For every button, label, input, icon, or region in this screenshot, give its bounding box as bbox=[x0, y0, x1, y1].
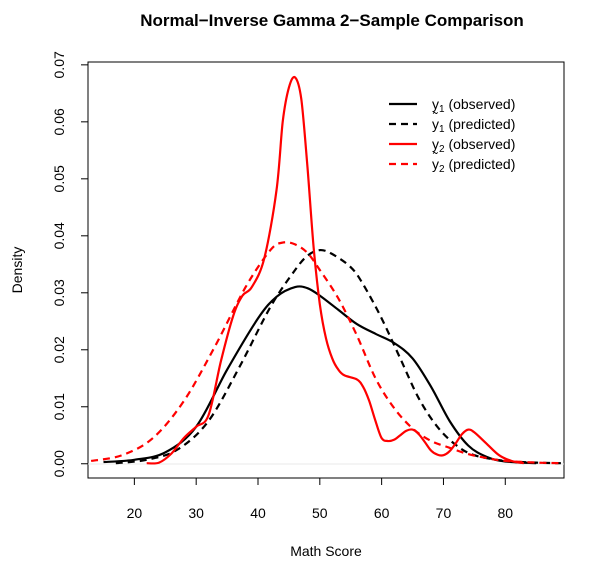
x-axis-label: Math Score bbox=[290, 543, 362, 559]
y-tick-label: 0.00 bbox=[51, 450, 67, 477]
x-tick-label: 20 bbox=[127, 505, 143, 521]
y-tick-label: 0.02 bbox=[51, 336, 67, 363]
x-tick-label: 80 bbox=[497, 505, 513, 521]
y-tick-label: 0.04 bbox=[51, 222, 67, 249]
x-tick-label: 70 bbox=[436, 505, 452, 521]
x-tick-label: 60 bbox=[374, 505, 390, 521]
plot-frame bbox=[87, 61, 565, 479]
series-line-1 bbox=[103, 285, 537, 465]
x-axis: 20 30 40 50 60 70 80 bbox=[127, 478, 513, 521]
legend-tilde-icon: ˜ bbox=[432, 109, 438, 125]
y-tick-label: 0.07 bbox=[51, 51, 67, 78]
x-tick-label: 50 bbox=[312, 505, 328, 521]
x-tick-label: 40 bbox=[250, 505, 266, 521]
y-tick-label: 0.01 bbox=[51, 393, 67, 420]
series-line-3 bbox=[146, 75, 525, 465]
x-tick-label: 30 bbox=[188, 505, 204, 521]
chart-title: Normal−Inverse Gamma 2−Sample Comparison bbox=[140, 11, 524, 30]
y-tick-label: 0.05 bbox=[51, 165, 67, 192]
y-tick-label: 0.03 bbox=[51, 279, 67, 306]
y-tick-label: 0.06 bbox=[51, 108, 67, 135]
legend-entry-2: y1 (predicted) bbox=[432, 116, 515, 135]
legend: y1 (observed)˜y1 (predicted)y2 (observed… bbox=[389, 96, 515, 175]
legend-entry-4: y2 (predicted) bbox=[432, 156, 515, 175]
legend-tilde-icon: ˜ bbox=[432, 149, 438, 165]
density-curves bbox=[90, 75, 561, 465]
legend-entry-3: y2 (observed) bbox=[432, 136, 515, 155]
y-axis: 0.00 0.01 0.02 0.03 0.04 0.05 0.06 0.07 bbox=[51, 51, 88, 477]
series-line-4 bbox=[90, 241, 561, 465]
y-axis-label: Density bbox=[9, 247, 25, 294]
legend-entry-1: y1 (observed) bbox=[432, 96, 515, 115]
series-line-2 bbox=[115, 248, 561, 465]
